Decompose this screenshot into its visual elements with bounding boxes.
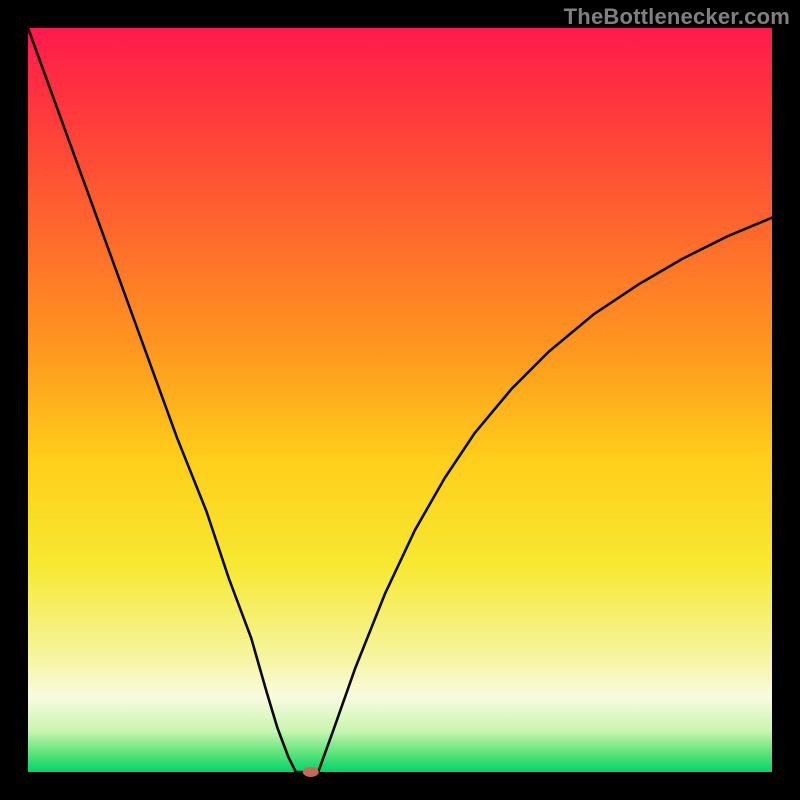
watermark-text: TheBottlenecker.com [564,4,790,30]
gradient-background [28,28,772,772]
chart-svg [0,0,800,800]
chart-frame [0,0,800,800]
minimum-marker [303,767,319,777]
